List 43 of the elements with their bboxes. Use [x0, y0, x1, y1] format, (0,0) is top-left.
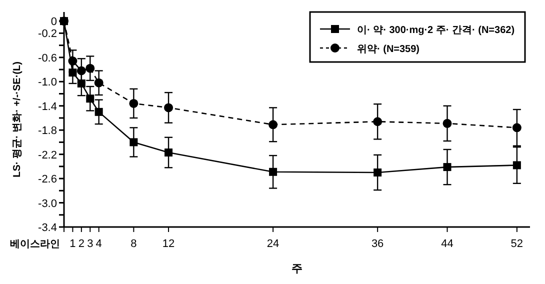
x-tick-label: 12 — [162, 238, 175, 250]
y-tick-label: -1.8 — [38, 125, 57, 138]
y-axis-title: LS· 평균· 변화· +/-·SE·(L) — [12, 62, 23, 178]
point — [164, 148, 173, 157]
point — [76, 66, 86, 76]
x-axis-title: 주 — [292, 263, 302, 275]
point — [68, 56, 78, 66]
point — [86, 64, 95, 73]
legend-label: 위약· (N=359) — [357, 44, 420, 55]
point — [442, 118, 452, 128]
y-tick-label: -1.4 — [38, 100, 57, 113]
x-tick-label: 24 — [266, 238, 280, 250]
y-tick-label: -3.4 — [38, 222, 57, 234]
y-tick-label: -0.2 — [38, 28, 57, 40]
y-tick-label: -2.6 — [38, 174, 57, 186]
y-tick-label: -0.6 — [38, 52, 57, 64]
text: 베이스라인 — [10, 239, 60, 250]
x-tick-label: 3 — [87, 238, 94, 250]
x-tick-label: 1 — [70, 238, 76, 250]
point — [443, 163, 452, 172]
point — [269, 168, 278, 176]
point — [373, 117, 382, 126]
y-tick-label: -2.2 — [38, 149, 57, 162]
y-tick-label: -3.0 — [38, 198, 57, 210]
y-tick-label: -1.0 — [38, 76, 57, 89]
point — [268, 120, 278, 130]
x-tick-label: 8 — [130, 238, 137, 250]
x-tick-label: 44 — [441, 238, 454, 250]
point — [374, 168, 382, 176]
legend-label: 이· 약· 300·mg·2 주· 간격· (N=362) — [357, 25, 515, 36]
point — [94, 108, 103, 116]
point — [512, 161, 521, 170]
point — [129, 98, 138, 108]
y-tick-label: 0 — [50, 16, 57, 28]
point — [86, 94, 94, 103]
point — [94, 78, 104, 88]
x-tick-label: 52 — [510, 238, 524, 250]
x-tick-label: 36 — [371, 238, 384, 250]
point — [164, 103, 174, 112]
point — [512, 123, 522, 132]
x-tick-label: 2 — [78, 238, 84, 250]
point — [130, 138, 138, 146]
x-tick-label: 4 — [96, 238, 102, 250]
